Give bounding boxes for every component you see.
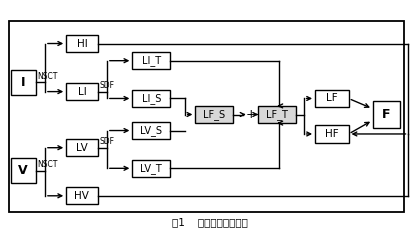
Text: LV_T: LV_T xyxy=(140,163,162,174)
Text: HF: HF xyxy=(325,129,339,139)
Text: I: I xyxy=(21,76,25,89)
FancyBboxPatch shape xyxy=(195,106,233,123)
FancyBboxPatch shape xyxy=(132,160,170,177)
Text: F: F xyxy=(382,108,391,121)
Text: LI: LI xyxy=(78,87,86,97)
FancyBboxPatch shape xyxy=(373,101,400,128)
FancyBboxPatch shape xyxy=(315,125,349,142)
Text: LF_T: LF_T xyxy=(266,109,288,120)
FancyBboxPatch shape xyxy=(132,90,170,107)
Text: LV: LV xyxy=(76,143,88,153)
FancyBboxPatch shape xyxy=(132,122,170,139)
FancyBboxPatch shape xyxy=(258,106,296,123)
Text: 图1    融合方法的流程图: 图1 融合方法的流程图 xyxy=(172,218,248,228)
Text: V: V xyxy=(18,164,28,177)
Text: LI_T: LI_T xyxy=(142,55,161,66)
Text: SDF: SDF xyxy=(100,81,114,90)
Text: HV: HV xyxy=(74,191,89,201)
FancyBboxPatch shape xyxy=(132,52,170,69)
FancyBboxPatch shape xyxy=(10,158,36,183)
Text: SDF: SDF xyxy=(100,137,114,146)
FancyBboxPatch shape xyxy=(315,90,349,107)
Text: HI: HI xyxy=(76,38,87,49)
FancyBboxPatch shape xyxy=(66,35,97,52)
Text: +: + xyxy=(245,108,256,121)
Text: LF: LF xyxy=(326,93,338,104)
Text: LF_S: LF_S xyxy=(203,109,225,120)
FancyBboxPatch shape xyxy=(10,70,36,95)
FancyBboxPatch shape xyxy=(66,187,97,204)
FancyBboxPatch shape xyxy=(66,139,97,156)
Text: LI_S: LI_S xyxy=(142,93,161,104)
Text: LV_S: LV_S xyxy=(140,125,162,136)
Text: NSCT: NSCT xyxy=(37,160,58,169)
Text: NSCT: NSCT xyxy=(37,72,58,81)
FancyBboxPatch shape xyxy=(66,83,97,100)
